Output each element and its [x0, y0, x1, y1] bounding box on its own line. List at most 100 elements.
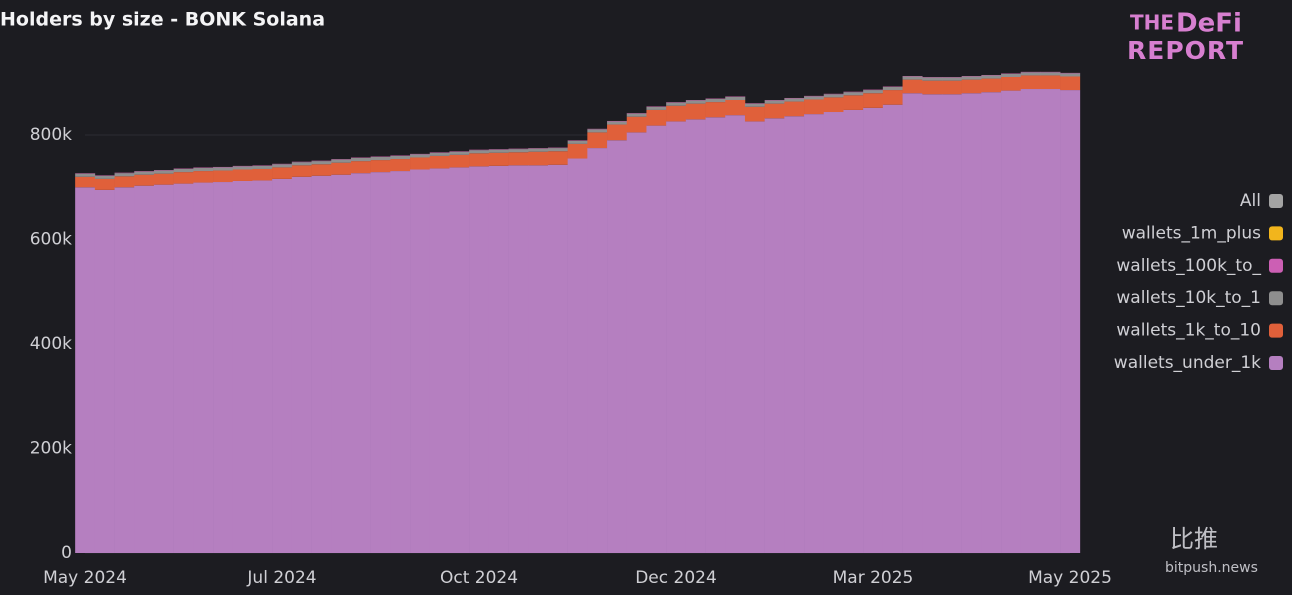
legend-label: wallets_under_1k [1114, 353, 1261, 373]
chart-title: Holders by size - BONK Solana [0, 9, 325, 31]
bar-segment [252, 180, 273, 553]
bar-segment [941, 80, 962, 95]
bar-segment [646, 109, 667, 126]
bar-segment [744, 103, 765, 107]
bar-segment [252, 168, 273, 181]
bar-segment [488, 152, 509, 166]
bar-segment [370, 172, 391, 553]
plot-area [75, 71, 1081, 554]
bar-segment [350, 157, 371, 162]
bar-segment [410, 157, 431, 170]
bar-segment [134, 174, 155, 186]
legend-swatch [1269, 291, 1283, 306]
bar-segment [941, 77, 962, 81]
watermark-text: 比推 [1170, 525, 1218, 553]
bar-segment [941, 94, 962, 554]
bar-segment [804, 114, 825, 553]
legend-swatch [1269, 226, 1283, 241]
bar-segment [449, 154, 470, 168]
y-tick-label: 0 [61, 543, 72, 563]
bar-segment [961, 79, 982, 94]
bar-segment [272, 164, 293, 168]
bar-segment [1001, 90, 1022, 554]
bar-segment [272, 178, 293, 553]
watermark-text: bitpush.news [1165, 560, 1258, 576]
bar-segment [764, 103, 785, 119]
bar-segment [528, 165, 549, 553]
bar-segment [114, 187, 135, 553]
bar-segment [705, 117, 726, 554]
bar-segment [94, 178, 115, 190]
bar-segment [232, 180, 253, 554]
bar-segment [94, 189, 115, 554]
bar-segment [981, 75, 1002, 79]
watermark: 比推 bitpush.news [1165, 525, 1258, 576]
bar-segment [646, 106, 667, 110]
bar-segment [1060, 90, 1081, 553]
bar-segment [1001, 73, 1022, 78]
bar-segment [429, 155, 450, 169]
bar-segment [153, 170, 174, 174]
bar-segment [1020, 89, 1041, 554]
bar-segment [607, 140, 628, 553]
bar-segment [961, 93, 982, 553]
bar-segment [567, 158, 588, 553]
bar-segment [882, 86, 903, 91]
bar-segment [547, 148, 568, 152]
bar-segment [1020, 72, 1041, 76]
bar-segment [764, 100, 785, 104]
bar-segment [744, 106, 765, 122]
bar-segment [666, 102, 687, 106]
bar-segment [291, 162, 312, 166]
bar-segment [370, 156, 391, 161]
bar-segment [75, 173, 96, 177]
bar-segment [390, 159, 411, 172]
bar-segment [882, 90, 903, 105]
bar-segment [429, 168, 450, 553]
bar-segment [922, 77, 943, 81]
bar-segment [685, 100, 706, 104]
bar-segment [153, 173, 174, 185]
bar-segment [449, 151, 470, 155]
bar-segment [508, 152, 529, 166]
x-tick-label: May 2025 [1028, 568, 1112, 588]
bar-segment [134, 171, 155, 175]
bar-segment [232, 169, 253, 181]
bar-segment [469, 150, 490, 154]
bar-segment [764, 118, 785, 553]
bar-segment [863, 107, 884, 553]
bar-segment [410, 154, 431, 158]
bar-segment [863, 90, 884, 94]
bar-segment [587, 148, 608, 553]
bar-segment [213, 182, 234, 553]
bar-segment [331, 159, 352, 163]
bar-segment [291, 176, 312, 554]
bar-segment [311, 175, 332, 553]
bar-segment [272, 167, 293, 179]
bar-segment [291, 165, 312, 177]
bar-segment [134, 185, 155, 553]
bar-segment [863, 93, 884, 108]
bar-segment [902, 79, 923, 94]
bar-segment [843, 109, 864, 554]
bar-segment [725, 99, 746, 116]
x-tick-label: May 2024 [43, 568, 127, 588]
bar-segment [547, 151, 568, 165]
bar-segment [488, 165, 509, 553]
legend-label: wallets_100k_to_ [1116, 256, 1261, 276]
bar-segment [153, 184, 174, 553]
bar-segment [528, 151, 549, 166]
bar-segment [882, 104, 903, 553]
bar-segment [173, 172, 194, 184]
bar-segment [311, 161, 332, 165]
bar-segment [646, 125, 667, 553]
bar-segment [804, 99, 825, 115]
bar-segment [902, 93, 923, 553]
bar-segment [528, 148, 549, 152]
y-tick-label: 800k [30, 125, 72, 145]
bar-segment [626, 113, 647, 117]
bar-segment [173, 168, 194, 173]
bar-segment [685, 103, 706, 120]
bar-segment [390, 171, 411, 554]
